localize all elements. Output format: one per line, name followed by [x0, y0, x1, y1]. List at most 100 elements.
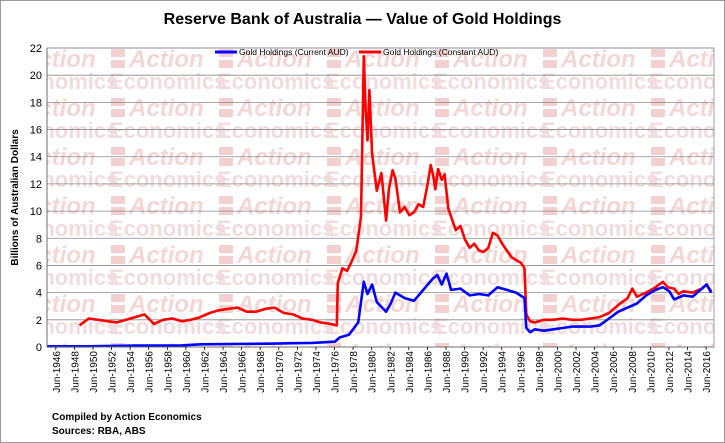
- watermark-logo-mark: [111, 49, 125, 57]
- plot-border: [46, 47, 715, 348]
- watermark-logo-mark: [543, 305, 557, 313]
- watermark-logo-mark: [111, 294, 125, 302]
- x-tick-label: Jun-1998: [535, 351, 546, 393]
- watermark-logo-mark: [651, 305, 665, 313]
- watermark-text: Action: [668, 193, 724, 220]
- x-tick-label: Jun-1982: [386, 351, 397, 393]
- watermark-logo-mark: [219, 147, 233, 155]
- watermark-text: Economics: [433, 118, 550, 143]
- watermark-logo-mark: [327, 109, 341, 117]
- watermark-logo-mark: [219, 256, 233, 264]
- watermark-logo-mark: [3, 343, 17, 351]
- y-tick-label: 6: [36, 260, 42, 272]
- watermark-logo-mark: [435, 294, 449, 302]
- x-tick-label: Jun-1978: [349, 351, 360, 393]
- watermark-text: Action: [20, 95, 96, 122]
- watermark-text: Action: [128, 340, 204, 367]
- watermark-logo-mark: [543, 256, 557, 264]
- watermark-logo-mark: [219, 109, 233, 117]
- watermark-logo-mark: [3, 60, 17, 68]
- watermark-logo-mark: [327, 343, 341, 347]
- watermark-text: Action: [452, 193, 528, 220]
- watermark-logo-mark: [435, 245, 449, 253]
- y-tick-label: 2: [36, 315, 42, 327]
- x-tick-label: Jun-1968: [256, 351, 267, 393]
- watermark-text: Action: [236, 144, 312, 171]
- watermark-logo-mark: [219, 158, 233, 166]
- watermark-text: Economics: [649, 118, 724, 143]
- watermark-logo-mark: [111, 196, 125, 204]
- watermark-logo-mark: [651, 158, 665, 166]
- watermark-logo-mark: [543, 245, 557, 253]
- x-tick-label: Jun-1960: [182, 351, 193, 393]
- watermark-text: Action: [560, 144, 636, 171]
- watermark-text: Economics: [325, 118, 442, 143]
- watermark-logo-mark: [435, 305, 449, 313]
- watermark-logo-mark: [327, 245, 341, 253]
- watermark-text: Economics: [649, 167, 724, 192]
- watermark-logo-mark: [435, 147, 449, 155]
- x-tick-label: Jun-1974: [312, 351, 323, 393]
- watermark-text: Economics: [109, 265, 226, 290]
- watermark-logo-mark: [435, 109, 449, 117]
- x-tick-label: Jun-2004: [591, 351, 602, 393]
- watermark-text: Action: [560, 242, 636, 269]
- y-tick-label: 22: [30, 43, 42, 55]
- watermark-text: Action: [20, 46, 96, 73]
- x-tick-label: Jun-2010: [646, 351, 657, 393]
- watermark-text: Action: [20, 340, 96, 367]
- watermark-text: Action: [20, 193, 96, 220]
- watermark-logo-mark: [543, 158, 557, 166]
- x-tick-label: Jun-1956: [145, 351, 156, 393]
- watermark-text: Action: [668, 95, 724, 122]
- watermark-text: Action: [128, 144, 204, 171]
- watermark-text: Action: [236, 46, 312, 73]
- watermark-logo-mark: [651, 147, 665, 155]
- series-line-constant-aud: [78, 54, 713, 327]
- watermark-text: Action: [344, 291, 420, 318]
- watermark-logo-mark: [3, 294, 17, 302]
- watermark-text: Economics: [217, 216, 334, 241]
- x-tick-label: Jun-1990: [461, 351, 472, 393]
- watermark-logo-mark: [543, 294, 557, 302]
- x-tick-label: Jun-2016: [702, 351, 713, 393]
- watermark-logo-mark: [111, 256, 125, 264]
- x-tick-label: Jun-1984: [405, 351, 416, 393]
- watermark-text: Action: [452, 95, 528, 122]
- watermark-logo-mark: [435, 196, 449, 204]
- watermark-text: Action: [128, 291, 204, 318]
- watermark-text: Action: [560, 193, 636, 220]
- watermark-logo-mark: [327, 294, 341, 302]
- watermark-logo-mark: [219, 196, 233, 204]
- watermark-text: Economics: [109, 314, 226, 339]
- watermark-text: Action: [20, 291, 96, 318]
- watermark-text: Action: [20, 242, 96, 269]
- footer-sources: Sources: RBA, ABS: [52, 426, 146, 437]
- axis-layer: 0 2 4 6 8 10 12 14 16 18 20 22 Jun-1946 Jun-1948 Jun-1…: [10, 43, 715, 393]
- watermark-layer: ActionEconomicsActionEconomicsActionEcon…: [3, 46, 724, 367]
- watermark-logo-mark: [327, 147, 341, 155]
- x-tick-label: Jun-1966: [238, 351, 249, 393]
- watermark-text: Action: [128, 46, 204, 73]
- watermark-text: Action: [128, 242, 204, 269]
- watermark-logo-mark: [435, 256, 449, 264]
- x-tick-label: Jun-2002: [572, 351, 583, 393]
- watermark-text: Action: [452, 144, 528, 171]
- watermark-text: Action: [128, 95, 204, 122]
- watermark-text: Economics: [649, 216, 724, 241]
- watermark-logo-mark: [651, 245, 665, 253]
- x-tick-label: Jun-1980: [368, 351, 379, 393]
- watermark-text: Economics: [433, 314, 550, 339]
- watermark-logo-mark: [651, 60, 665, 68]
- watermark-logo-mark: [3, 98, 17, 106]
- x-tick-label: Jun-1952: [108, 351, 119, 393]
- legend: Gold Holdings (Current AUD) Gold Holdings…: [215, 47, 498, 57]
- y-tick-label: 8: [36, 233, 42, 245]
- watermark-text: Action: [344, 95, 420, 122]
- x-tick-label: Jun-1970: [275, 351, 286, 393]
- x-tick-label: Jun-1948: [70, 351, 81, 393]
- x-tick-label: Jun-2000: [553, 351, 564, 393]
- watermark-text: Action: [128, 193, 204, 220]
- watermark-text: Action: [20, 144, 96, 171]
